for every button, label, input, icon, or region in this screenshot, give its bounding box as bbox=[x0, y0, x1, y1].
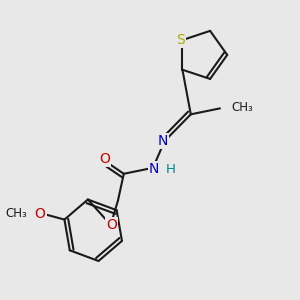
Text: CH₃: CH₃ bbox=[231, 101, 253, 114]
Text: N: N bbox=[149, 162, 159, 176]
Text: CH₃: CH₃ bbox=[5, 207, 27, 220]
Text: H: H bbox=[166, 163, 176, 176]
Text: O: O bbox=[99, 152, 110, 166]
Text: O: O bbox=[34, 207, 45, 220]
Text: S: S bbox=[176, 33, 185, 47]
Text: O: O bbox=[106, 218, 117, 233]
Text: N: N bbox=[158, 134, 168, 148]
